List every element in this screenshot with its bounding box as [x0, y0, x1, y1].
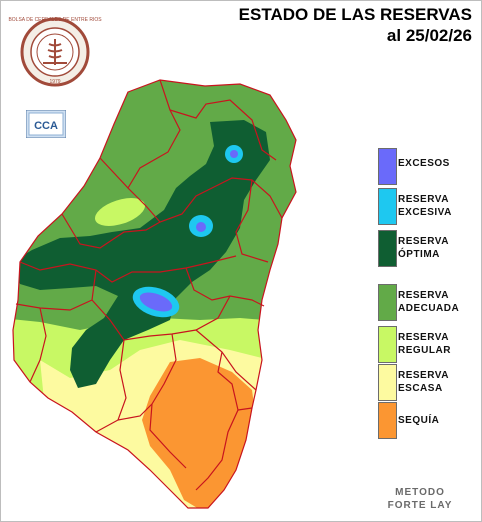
border-1: [159, 79, 277, 161]
legend-swatch-adecuada: [378, 284, 397, 321]
legend-swatch-sequia: [378, 402, 397, 439]
legend-label-excesos: EXCESOS: [398, 158, 450, 169]
border-7: [15, 269, 97, 311]
title-line-1: ESTADO DE LAS RESERVAS: [238, 5, 472, 24]
province-outline: [12, 79, 297, 509]
border-6: [19, 255, 237, 283]
legend-swatch-optima: [378, 230, 397, 267]
border-14: [195, 351, 239, 491]
border-11: [95, 339, 127, 433]
legend-swatch-excesos: [378, 148, 397, 185]
cca-text: CCA: [34, 120, 58, 132]
legend-label-optima: RESERVA ÓPTIMA: [398, 236, 449, 260]
bolsa-cereales-seal: BOLSA DE CEREALES DE ENTRE RIOS 1979: [8, 17, 102, 87]
legend-label-excesiva: RESERVA EXCESIVA: [398, 194, 452, 218]
method-label: METODO FORTE LAY: [380, 486, 460, 512]
border-3: [99, 157, 129, 189]
cca-badge: CCA: [25, 109, 67, 139]
border-15: [117, 403, 153, 421]
border-13: [195, 329, 257, 391]
legend-label-sequia: SEQUÍA: [398, 415, 440, 426]
legend-swatch-escasa: [378, 364, 397, 401]
seal-year: 1979: [49, 79, 60, 85]
legend-label-adecuada: RESERVA ADECUADA: [398, 290, 460, 314]
zone-regular-nw: [94, 198, 146, 226]
cca-logo-icon: CCA: [25, 109, 67, 139]
logo-area: BOLSA DE CEREALES DE ENTRE RIOS 1979: [3, 3, 103, 99]
seal-text: BOLSA DE CEREALES DE ENTRE RIOS: [8, 17, 102, 23]
title-date: al 25/02/26: [386, 26, 472, 45]
legend-label-escasa: RESERVA ESCASA: [398, 370, 449, 394]
border-5: [235, 179, 269, 263]
zone-sequia: [142, 358, 256, 508]
legend-swatch-regular: [378, 326, 397, 363]
method-line-2: FORTE LAY: [387, 500, 453, 511]
method-line-1: METODO: [395, 487, 445, 498]
border-2: [127, 109, 181, 223]
zone-excesos-1: [230, 150, 238, 158]
reserve-zones: [13, 80, 296, 508]
border-10: [29, 307, 47, 383]
zone-excesos-2: [196, 222, 206, 232]
zone-excesos-3: [139, 292, 173, 312]
border-8: [185, 267, 265, 307]
map-title: ESTADO DE LAS RESERVAS al 25/02/26: [239, 4, 472, 46]
zone-optima: [13, 120, 270, 388]
border-9: [91, 295, 231, 341]
legend-label-regular: RESERVA REGULAR: [398, 332, 451, 356]
legend-swatch-excesiva: [378, 188, 397, 225]
border-16: [237, 407, 253, 411]
department-borders: [12, 79, 297, 509]
